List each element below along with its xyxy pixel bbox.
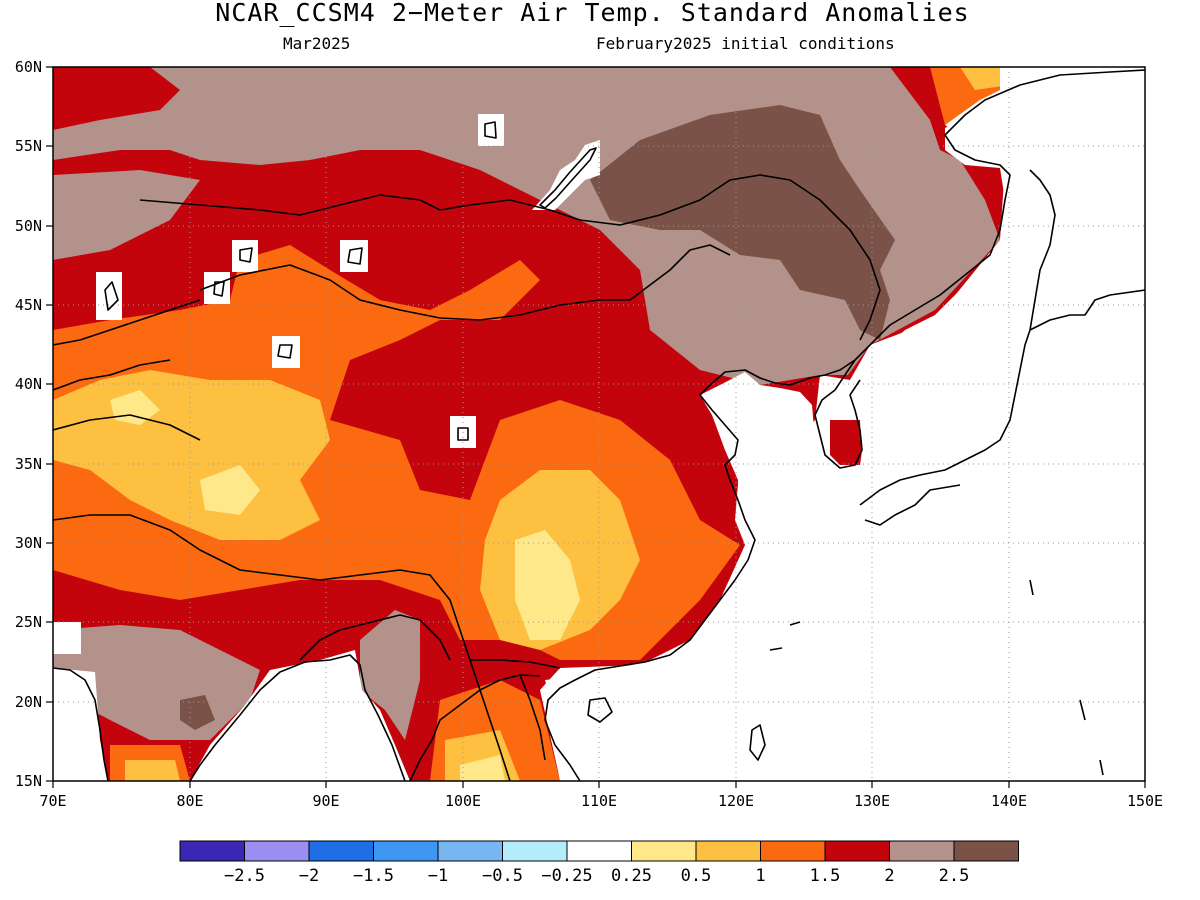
colorbar-label: 1.5 [810,866,841,886]
coastline-indochina [409,674,541,781]
longitude-labels: 70E 80E 90E 100E 110E 120E 130E 140E 150… [39,792,1163,810]
colorbar-label: 1 [755,866,765,886]
lat-tick-label: 15N [15,772,42,790]
ocean-mask-bay-of-bengal [190,650,410,781]
border-indochina-inner [479,674,546,781]
lon-tick-label: 140E [991,792,1027,810]
tick-marks [46,66,1146,788]
lat-tick-label: 45N [15,296,42,314]
colorbar-swatch [502,840,568,862]
lat-tick-label: 25N [15,613,42,631]
lon-tick-label: 70E [39,792,66,810]
border-himalaya [53,514,481,691]
lon-tick-label: 80E [176,792,203,810]
initial-conditions-label: February2025 initial conditions [596,34,895,53]
latitude-labels: 15N 20N 25N 30N 35N 40N 45N 50N 55N 60N [15,58,42,790]
colorbar-label: 2 [884,866,894,886]
colorbar-swatch [179,840,245,862]
lake-cell [53,622,81,654]
colorbar-label: 0.5 [681,866,712,886]
lon-tick-label: 120E [718,792,754,810]
coastline-japan-south [864,484,961,526]
coastline-islands [769,579,1104,776]
colorbar-swatch [373,840,439,862]
anomaly-field [53,67,1145,781]
anomaly-region-tan-bay [360,610,420,740]
map-title: NCAR_CCSM4 2−Meter Air Temp. Standard An… [215,0,970,27]
lon-tick-label: 150E [1127,792,1163,810]
colorbar-swatch [824,840,890,862]
lake-cell [340,240,368,272]
colorbar-swatch [760,840,826,862]
colorbar-label: −1 [428,866,448,886]
colorbar-label: −1.5 [353,866,394,886]
border-central-asia [53,299,201,441]
lon-tick-label: 90E [312,792,339,810]
anomaly-region-yellow-indochina [460,755,505,781]
colorbar-swatch [244,840,310,862]
lake-cell [272,336,300,368]
ocean-mask-arabian-sea [53,668,108,781]
colorbar-swatch [566,840,632,862]
anomaly-region-tan-west [53,170,200,260]
lat-tick-label: 40N [15,375,42,393]
anomaly-region-yellow-china [515,530,580,640]
border-china-mongolia [199,244,731,321]
colorbar-swatch [308,840,374,862]
coastlines-and-borders [53,69,1145,781]
lat-tick-label: 60N [15,58,42,76]
coastline-korea [814,359,863,469]
forecast-month: Mar2025 [283,34,351,53]
colorbar-swatch [695,840,761,862]
colorbar-swatch [953,840,1019,862]
colorbar-swatch [437,840,503,862]
anomaly-region-dark-brown [590,105,895,340]
ocean-mask-gulf-of-tonkin [545,676,600,740]
border-india-east [299,614,451,661]
colorbar-label: 0.25 [611,866,652,886]
anomaly-region-red-korea [830,420,862,465]
colorbar-swatch [631,840,697,862]
coastline-east-asia [544,69,1145,781]
border-china-southeast [470,659,561,669]
anomaly-region-light-orange-india-south [125,760,180,781]
colorbar-label: 2.5 [939,866,970,886]
lat-tick-label: 50N [15,217,42,235]
lake-cell [478,114,504,146]
lon-tick-label: 130E [854,792,890,810]
colorbar-swatch [889,840,955,862]
anomaly-region-dark-brown-india [180,695,215,730]
coastline-hainan [587,697,613,723]
colorbar: −2.5 −2 −1.5 −1 −0.5 −0.25 0.25 0.5 1 1.5 2 2.5 [179,840,1019,886]
ocean-mask [545,67,1145,781]
lake-cell [232,240,258,272]
colorbar-label: −2 [299,866,319,886]
lake-cell [204,272,230,304]
coastline-south-asia [53,654,406,781]
coastline-japan [859,169,1145,506]
colorbar-label: −0.25 [541,866,592,886]
anomaly-region-yellow-tibet [200,465,260,515]
lat-tick-label: 35N [15,455,42,473]
border-russia [139,174,881,341]
colorbar-label: −2.5 [224,866,265,886]
graticule [53,67,1145,781]
lon-tick-label: 110E [581,792,617,810]
lat-tick-label: 20N [15,693,42,711]
coastline-taiwan [749,724,766,761]
lon-tick-label: 100E [445,792,481,810]
lat-tick-label: 55N [15,137,42,155]
colorbar-label: −0.5 [482,866,523,886]
lake-outlines [104,121,597,441]
lat-tick-label: 30N [15,534,42,552]
lake-cell [96,272,122,320]
